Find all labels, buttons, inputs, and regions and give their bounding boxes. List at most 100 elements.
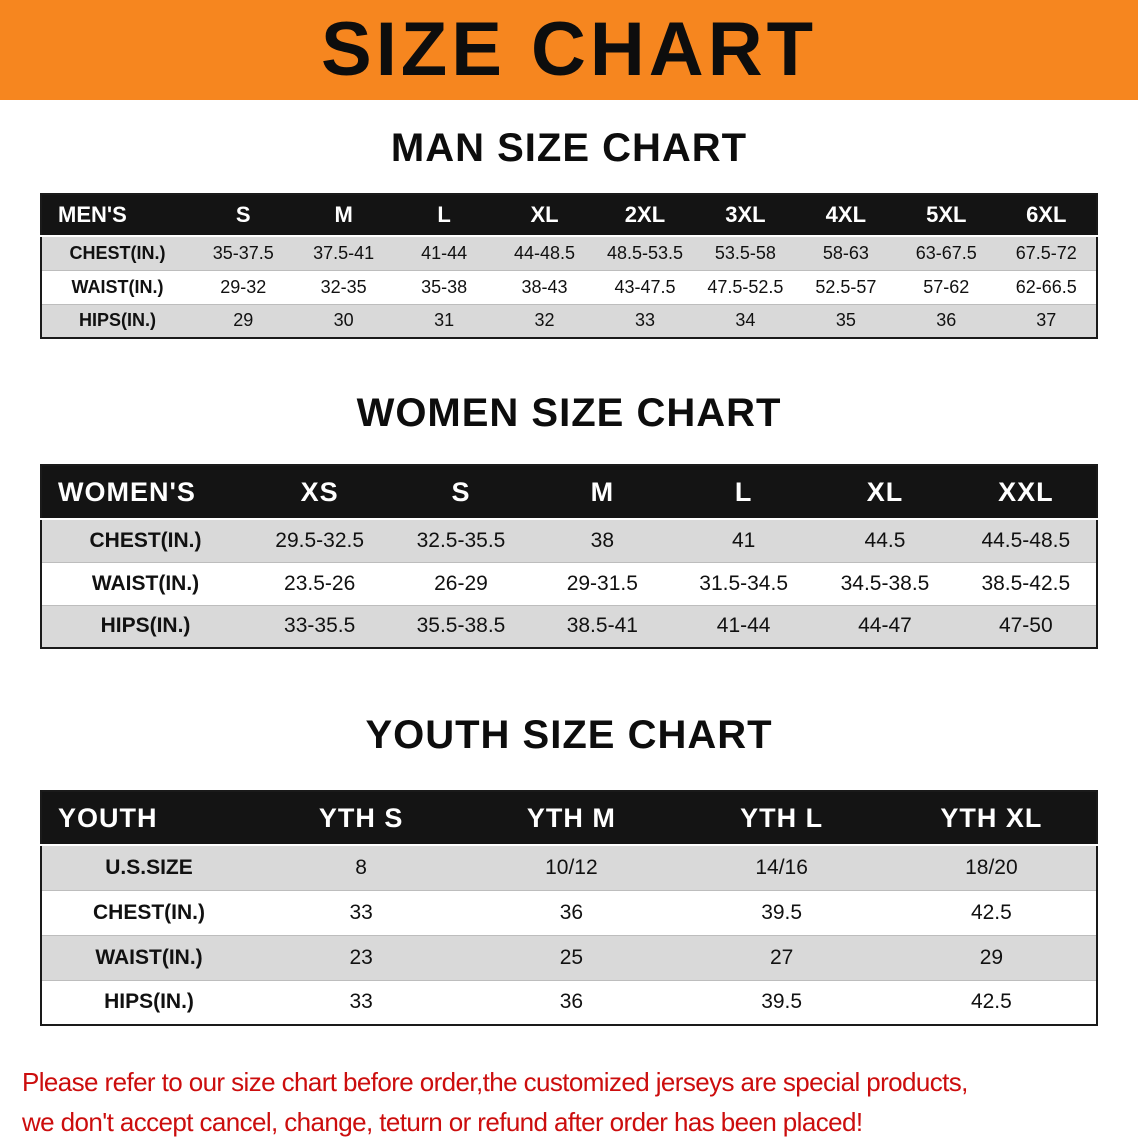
size-value: 33 (349, 900, 373, 924)
size-column-header: 5XL (896, 194, 997, 236)
row-label: HIPS(IN.) (78, 310, 156, 331)
size-value: 48.5-53.5 (606, 242, 683, 263)
size-value: 42.5 (970, 990, 1012, 1014)
table-row: WAIST(IN.) 29-32 32-35 35-38 38-43 43-47.5 47.… (41, 270, 1097, 304)
table-header-row: YOUTH YTH S YTH M YTH L YTH XL (41, 791, 1097, 845)
size-value: 36 (936, 310, 957, 331)
size-value: 52.5-57 (815, 276, 877, 297)
size-column-header: 2XL (594, 194, 696, 236)
table-row: WAIST(IN.) 23.5-26 26-29 29-31.5 31.5-34.5 34… (41, 562, 1097, 605)
size-column-header: L (672, 465, 815, 519)
size-value: 41 (731, 528, 756, 552)
size-column-header: YTH M (466, 791, 677, 845)
section-men: MAN SIZE CHART MEN'S S M L XL 2XL 3XL 4XL 5XL 6XL… (0, 126, 1138, 339)
size-value: 43-47.5 (614, 276, 676, 297)
size-value: 44.5-48.5 (981, 528, 1071, 552)
size-value: 18/20 (965, 855, 1018, 879)
size-value: 44.5 (864, 528, 906, 552)
size-column-header: 3XL (695, 194, 796, 236)
size-column-header: S (193, 194, 294, 236)
row-label: HIPS(IN.) (100, 614, 191, 638)
size-value: 37 (1036, 310, 1057, 331)
size-value: 57-62 (923, 276, 970, 297)
size-value: 37.5-41 (313, 242, 375, 263)
banner: SIZE CHART (0, 0, 1138, 100)
youth-section-heading: YOUTH SIZE CHART (365, 713, 773, 757)
size-value: 53.5-58 (714, 242, 776, 263)
size-value: 38.5-42.5 (981, 571, 1071, 595)
size-value: 36 (559, 990, 584, 1014)
table-corner-label: YOUTH (41, 791, 256, 845)
section-youth: YOUTH SIZE CHART YOUTH YTH S YTH M YTH L YTH… (0, 713, 1138, 1026)
disclaimer-line1: Please refer to our size chart before or… (22, 1067, 968, 1097)
size-column-header: M (531, 465, 673, 519)
row-label: CHEST(IN.) (93, 900, 205, 924)
size-value: 38-43 (521, 276, 568, 297)
size-value: 38.5-41 (566, 614, 638, 638)
size-value: 42.5 (970, 900, 1012, 924)
disclaimer-line2: we don't accept cancel, change, teturn o… (22, 1107, 863, 1138)
size-value: 34.5-38.5 (840, 571, 930, 595)
table-row: CHEST(IN.) 35-37.5 37.5-41 41-44 44-48.5 48.5… (41, 236, 1097, 270)
table-row: HIPS(IN.) 33 36 39.5 42.5 (41, 980, 1097, 1025)
size-value: 27 (769, 945, 794, 969)
size-value: 44-48.5 (514, 242, 576, 263)
size-value: 10/12 (545, 855, 598, 879)
size-value: 8 (355, 855, 367, 879)
size-column-header: XL (814, 465, 956, 519)
size-value: 41-44 (421, 242, 468, 263)
size-value: 30 (333, 310, 354, 331)
table-header-row: MEN'S S M L XL 2XL 3XL 4XL 5XL 6XL (41, 194, 1097, 236)
size-value: 33-35.5 (284, 614, 356, 638)
size-value: 29-31.5 (566, 571, 638, 595)
size-value: 67.5-72 (1015, 242, 1077, 263)
size-column-header: L (393, 194, 495, 236)
size-value: 32-35 (320, 276, 367, 297)
size-value: 29-32 (220, 276, 267, 297)
size-column-header: 6XL (996, 194, 1097, 236)
size-value: 14/16 (755, 855, 808, 879)
size-value: 31 (434, 310, 455, 331)
size-value: 34 (735, 310, 756, 331)
row-label: WAIST(IN.) (95, 945, 203, 969)
row-label: CHEST(IN.) (69, 242, 166, 263)
size-value: 23 (349, 945, 373, 969)
table-row: WAIST(IN.) 23 25 27 29 (41, 935, 1097, 980)
table-row: HIPS(IN.) 29 30 31 32 33 34 35 36 37 (41, 304, 1097, 338)
row-label: CHEST(IN.) (89, 528, 202, 552)
section-women: WOMEN SIZE CHART WOMEN'S XS S M L XL XXL CHEST(… (0, 391, 1138, 649)
size-column-header: XS (249, 465, 391, 519)
page-title: SIZE CHART (321, 7, 817, 92)
size-column-header: M (293, 194, 394, 236)
disclaimer: Please refer to our size chart before or… (22, 1062, 1118, 1143)
size-value: 29 (979, 945, 1004, 969)
youth-size-table: YOUTH YTH S YTH M YTH L YTH XL U.S.SIZE 8 10/12… (40, 790, 1098, 1026)
table-corner-label: WOMEN'S (41, 465, 249, 519)
size-value: 63-67.5 (915, 242, 977, 263)
size-value: 41-44 (716, 614, 771, 638)
row-label: HIPS(IN.) (104, 990, 194, 1014)
size-value: 26-29 (434, 571, 488, 595)
size-column-header: XXL (955, 465, 1097, 519)
size-value: 33 (634, 310, 655, 331)
size-column-header: S (390, 465, 532, 519)
size-value: 32.5-35.5 (416, 528, 506, 552)
size-value: 39.5 (761, 990, 803, 1014)
size-value: 23.5-26 (284, 571, 356, 595)
size-value: 35.5-38.5 (416, 614, 506, 638)
table-row: CHEST(IN.) 33 36 39.5 42.5 (41, 890, 1097, 935)
men-section-heading: MAN SIZE CHART (390, 126, 748, 170)
mens-size-table: MEN'S S M L XL 2XL 3XL 4XL 5XL 6XL CHEST(IN.) 35-37… (40, 193, 1098, 339)
table-header-row: WOMEN'S XS S M L XL XXL (41, 465, 1097, 519)
table-row: CHEST(IN.) 29.5-32.5 32.5-35.5 38 41 44.5 44.5… (41, 519, 1097, 562)
size-value: 29 (233, 310, 254, 331)
size-column-header: 4XL (795, 194, 897, 236)
size-value: 47-50 (998, 614, 1053, 638)
size-column-header: XL (494, 194, 595, 236)
size-value: 44-47 (858, 614, 912, 638)
table-row: HIPS(IN.) 33-35.5 35.5-38.5 38.5-41 41-44 44-… (41, 605, 1097, 648)
size-value: 62-66.5 (1015, 276, 1077, 297)
size-value: 39.5 (761, 900, 803, 924)
row-label: WAIST(IN.) (71, 276, 164, 297)
